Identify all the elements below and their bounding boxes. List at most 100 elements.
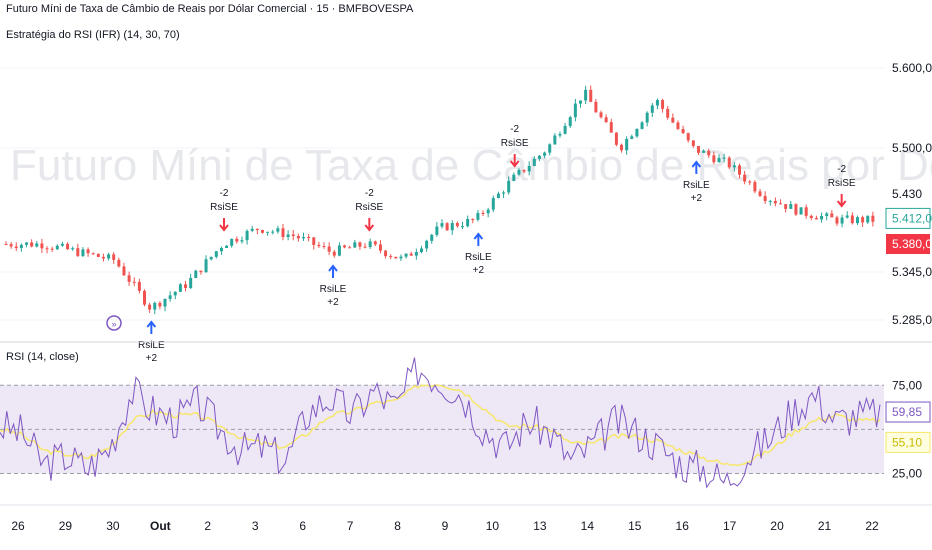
candle [491,195,495,213]
candle [486,207,490,218]
time-tick-label: Out [150,519,171,533]
candle [317,241,321,248]
candle [368,238,372,249]
candle [871,211,875,227]
candle [666,105,670,120]
time-tick-label: 17 [723,519,737,533]
svg-text:RsiLE: RsiLE [320,284,347,295]
candle [271,229,275,235]
candle [214,250,218,259]
candle [748,179,752,186]
price-tick-label: 5.285,0 [892,313,932,327]
candle [353,239,357,248]
candle [779,199,783,205]
time-tick-label: 16 [676,519,690,533]
candle [717,154,721,163]
long-entry-signal: RsiLE +2 [683,160,710,204]
time-tick-label: 3 [252,519,259,533]
candle [440,219,444,229]
candle [127,271,131,286]
candle [81,247,85,258]
candle [543,151,547,159]
candle [584,85,588,105]
candle [384,249,388,259]
candlestick-series [4,85,875,315]
symbol-watermark: Futuro Míni de Taxa de Câmbio de Reais p… [10,141,932,190]
candle [686,132,690,143]
replay-icon[interactable]: » [106,315,122,331]
candle [60,241,64,247]
candle [589,85,593,103]
candle [507,176,511,195]
candle [820,212,824,223]
candle [132,277,136,287]
price-badge: 5.412,0 [885,207,932,229]
candle [112,252,116,264]
candle [681,125,685,135]
candle [91,252,95,255]
candle [286,230,290,241]
candle [184,280,188,292]
candle [173,291,177,300]
candle [850,212,854,225]
candle [455,221,459,228]
candle [635,128,639,138]
time-tick-label: 15 [628,519,642,533]
candle [76,243,80,258]
candle [414,248,418,260]
short-entry-signal: -2 RsiSE [501,124,529,168]
candle [14,242,18,251]
candle [578,100,582,108]
candle [738,163,742,179]
candle [307,233,311,242]
short-entry-signal: -2 RsiSE [355,188,384,232]
price-tick-label: 5.600,0 [892,61,932,75]
candle [763,191,767,205]
candle [327,242,331,256]
svg-text:-2: -2 [837,164,846,175]
candle [866,215,870,224]
time-tick-label: 21 [818,519,832,533]
svg-text:59,85: 59,85 [892,405,922,419]
candle [9,241,13,249]
candle [799,207,803,215]
candle [148,302,152,313]
svg-text:-2: -2 [220,188,229,199]
candle [573,99,577,122]
price-badge: 5.380,0 [886,234,932,254]
rsi-tick-label: 75,00 [892,378,922,392]
candle [599,110,603,119]
candle [645,111,649,127]
candle [861,215,865,227]
svg-text:RsiSE: RsiSE [210,202,238,213]
svg-text:RsiSE: RsiSE [355,202,383,213]
candle [302,232,306,241]
candle [773,197,777,207]
candle [696,146,700,155]
candle [794,203,798,216]
rsi-tick-label: 25,00 [892,467,922,481]
candle [620,143,624,153]
candle [630,134,634,140]
candle [260,229,264,234]
candle [563,122,567,135]
time-tick-label: 10 [486,519,500,533]
candle [240,236,244,244]
candle [481,210,485,217]
candle [40,238,44,253]
candle [537,154,541,162]
candle [471,218,475,224]
candle [835,215,839,226]
candle [732,162,736,172]
candle [245,229,249,245]
price-tick-label: 5.430 [892,187,922,201]
price-axis: 5.600,0 5.500,0 5.345,0 5.285,0 5.430 5.412,0… [885,61,932,327]
candle [758,188,762,198]
candle [107,252,111,261]
candle [409,251,413,256]
candle [435,222,439,237]
candle [312,236,316,250]
chart-title: Futuro Míni de Taxa de Câmbio de Reais p… [6,3,414,15]
candle [517,168,521,176]
candle [702,149,706,153]
